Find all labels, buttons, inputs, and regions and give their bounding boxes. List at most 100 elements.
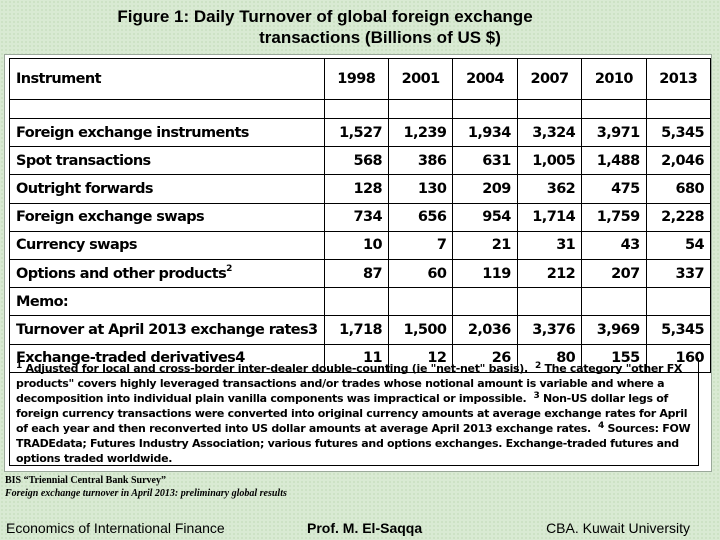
cell-value: 337 <box>645 258 712 289</box>
cell-value <box>387 287 454 317</box>
row-label-text: Spot transactions <box>16 152 151 169</box>
header-year: 2010 <box>581 58 647 100</box>
row-label-text: Options and other products <box>16 265 227 282</box>
cell-value <box>645 287 712 317</box>
cell-value: 1,500 <box>387 315 454 345</box>
header-year: 2013 <box>645 58 712 100</box>
slide-title: Figure 1: Daily Turnover of global forei… <box>0 6 720 48</box>
header-year: 1998 <box>323 58 389 100</box>
title-line-2: transactions (Billions of US $) <box>259 28 501 47</box>
row-label: Memo: <box>9 287 325 317</box>
cell-value: 21 <box>452 230 518 260</box>
footnote-mark: 2 <box>534 361 541 371</box>
source-line-2: Foreign exchange turnover in April 2013:… <box>5 488 287 499</box>
footnote-mark: 3 <box>533 391 540 401</box>
cell-value: 1,718 <box>323 315 389 345</box>
table-header-row: Instrument 1998 2001 2004 2007 2010 2013 <box>9 58 712 100</box>
cell-value: 954 <box>452 202 518 232</box>
cell-value: 5,345 <box>645 117 712 148</box>
cell-value: 128 <box>323 174 389 204</box>
table-row: Currency swaps 10 7 21 31 43 54 <box>9 230 712 260</box>
table-spacer-row <box>9 99 712 119</box>
header-year: 2007 <box>516 58 583 100</box>
cell-value: 54 <box>645 230 712 260</box>
header-instrument: Instrument <box>9 58 325 100</box>
cell-value: 2,228 <box>645 202 712 232</box>
footer-course: Economics of International Finance <box>6 520 225 536</box>
row-label-text: Exchange-traded derivatives4 <box>16 350 245 367</box>
row-label: Foreign exchange instruments <box>9 117 325 148</box>
cell-value: 2,046 <box>645 146 712 176</box>
footnote-mark: 1 <box>16 361 22 371</box>
row-label-text: Memo: <box>16 293 69 310</box>
row-label: Exchange-traded derivatives4 <box>9 343 325 373</box>
row-label-text: Currency swaps <box>16 237 138 254</box>
footnote-mark: 4 <box>598 421 604 431</box>
cell-value: 160 <box>645 343 712 373</box>
cell-value <box>323 287 389 317</box>
row-label-text: Foreign exchange instruments <box>16 124 249 141</box>
cell-value: 1,934 <box>452 117 518 148</box>
row-label-text: Outright forwards <box>16 180 154 197</box>
table-row: Turnover at April 2013 exchange rates3 1,… <box>9 315 712 345</box>
cell-value: 3,969 <box>581 315 647 345</box>
footnote-4: Sources: FOW TRADEdata; Futures Industry… <box>16 422 691 465</box>
cell-value: 43 <box>581 230 647 260</box>
table-row: Options and other products2 87 60 119 212 207… <box>9 258 712 289</box>
cell-value: 568 <box>323 146 389 176</box>
table-body: Foreign exchange instruments 1,527 1,239 1,… <box>9 117 712 373</box>
source-line-1: BIS “Triennial Central Bank Survey” <box>5 475 166 486</box>
cell-value: 60 <box>387 258 454 289</box>
cell-value: 362 <box>516 174 583 204</box>
row-label: Currency swaps <box>9 230 325 260</box>
cell-value: 475 <box>581 174 647 204</box>
cell-value: 5,345 <box>645 315 712 345</box>
cell-value: 386 <box>387 146 454 176</box>
row-label: Turnover at April 2013 exchange rates3 <box>9 315 325 345</box>
title-line-1: Figure 1: Daily Turnover of global forei… <box>117 7 533 26</box>
cell-value: 119 <box>452 258 518 289</box>
source-citation: BIS “Triennial Central Bank Survey” Fore… <box>5 474 287 500</box>
row-label: Outright forwards <box>9 174 325 204</box>
cell-value: 1,527 <box>323 117 389 148</box>
table-row: Foreign exchange swaps 734 656 954 1,714 1,75… <box>9 202 712 232</box>
cell-value: 631 <box>452 146 518 176</box>
slide-footer: Economics of International Finance Prof.… <box>0 514 720 540</box>
cell-value: 2,036 <box>452 315 518 345</box>
cell-value: 1,714 <box>516 202 583 232</box>
cell-value: 130 <box>387 174 454 204</box>
row-label: Foreign exchange swaps <box>9 202 325 232</box>
cell-value: 11 <box>323 343 389 373</box>
cell-value: 1,759 <box>581 202 647 232</box>
table-row: Foreign exchange instruments 1,527 1,239 1,… <box>9 117 712 148</box>
table-row: Memo: <box>9 287 712 317</box>
cell-value: 734 <box>323 202 389 232</box>
cell-value <box>581 287 647 317</box>
cell-value: 31 <box>516 230 583 260</box>
cell-value: 87 <box>323 258 389 289</box>
header-year: 2004 <box>452 58 518 100</box>
table-panel: Instrument 1998 2001 2004 2007 2010 2013… <box>4 54 712 472</box>
footnote-3: Non-US dollar legs of foreign currency t… <box>16 392 688 435</box>
cell-value: 1,239 <box>387 117 454 148</box>
header-year: 2001 <box>387 58 454 100</box>
footer-author: Prof. M. El-Saqqa <box>307 520 423 536</box>
cell-value: 209 <box>452 174 518 204</box>
row-label-footnote-mark: 2 <box>226 263 232 274</box>
footer-institution: CBA. Kuwait University <box>546 520 690 536</box>
row-label: Spot transactions <box>9 146 325 176</box>
footnote-2: The category "other FX products" covers … <box>16 362 683 405</box>
cell-value: 1,488 <box>581 146 647 176</box>
row-label-text: Foreign exchange swaps <box>16 209 205 226</box>
cell-value: 207 <box>581 258 647 289</box>
cell-value: 10 <box>323 230 389 260</box>
cell-value: 656 <box>387 202 454 232</box>
cell-value <box>516 287 583 317</box>
cell-value: 212 <box>516 258 583 289</box>
turnover-table: Instrument 1998 2001 2004 2007 2010 2013… <box>9 58 712 373</box>
cell-value: 3,324 <box>516 117 583 148</box>
table-row: Exchange-traded derivatives4 11 12 26 80 155 1… <box>9 343 712 373</box>
cell-value: 3,971 <box>581 117 647 148</box>
table-row: Outright forwards 128 130 209 362 475 680 <box>9 174 712 204</box>
cell-value: 26 <box>452 343 518 373</box>
